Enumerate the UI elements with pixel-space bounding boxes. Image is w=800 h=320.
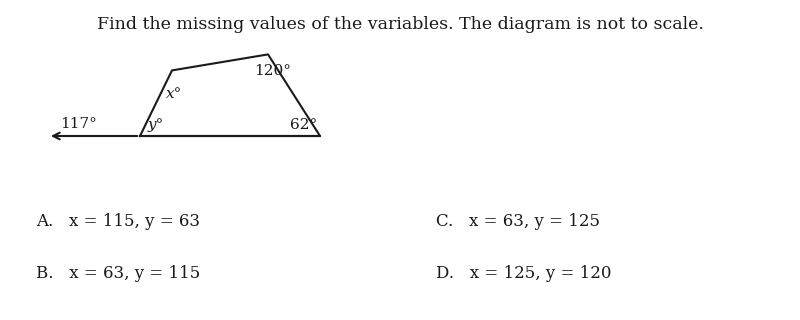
- Text: A.   x = 115, y = 63: A. x = 115, y = 63: [36, 213, 200, 230]
- Text: y°: y°: [148, 118, 164, 132]
- Text: 120°: 120°: [254, 64, 291, 78]
- Text: Find the missing values of the variables. The diagram is not to scale.: Find the missing values of the variables…: [97, 16, 703, 33]
- Text: B.   x = 63, y = 115: B. x = 63, y = 115: [36, 265, 200, 282]
- Text: 117°: 117°: [60, 117, 97, 131]
- Text: D.   x = 125, y = 120: D. x = 125, y = 120: [436, 265, 611, 282]
- Text: x°: x°: [166, 87, 182, 101]
- Text: C.   x = 63, y = 125: C. x = 63, y = 125: [436, 213, 600, 230]
- Text: 62°: 62°: [290, 118, 317, 132]
